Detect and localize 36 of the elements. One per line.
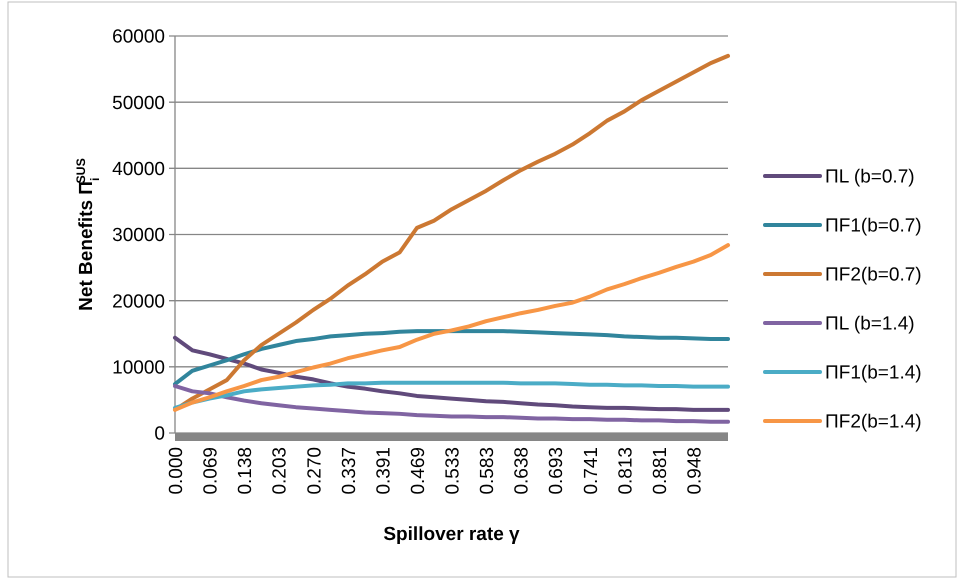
x-tick-label: 0.741 — [580, 447, 602, 495]
x-tick-label: 0.881 — [650, 447, 671, 495]
line-series — [173, 380, 730, 410]
x-tick-label: 0.138 — [235, 447, 256, 495]
x-tick-label: 0.270 — [304, 447, 326, 495]
x-tick-label: 0.813 — [615, 447, 636, 495]
y-tick-label: 20000 — [112, 291, 165, 312]
x-tick-label: 0.069 — [200, 447, 222, 495]
line-series — [173, 336, 730, 412]
legend-label: ΠF1(b=0.7) — [825, 216, 922, 237]
y-tick-label: 0 — [154, 424, 165, 445]
line-series — [173, 384, 730, 424]
y-tick-label: 50000 — [112, 92, 165, 114]
legend-label: ΠL (b=1.4) — [825, 314, 915, 335]
x-tick-label: 0.337 — [338, 447, 360, 495]
line-series — [173, 329, 730, 386]
x-tick-label: 0.391 — [373, 447, 394, 495]
x-axis-title: Spillover rate γ — [383, 524, 520, 545]
line-series — [173, 54, 730, 412]
y-tick-label: 60000 — [112, 26, 165, 48]
y-tick-label: 30000 — [112, 225, 165, 246]
x-tick-label: 0.948 — [684, 447, 706, 495]
x-tick-label: 0.638 — [512, 447, 533, 495]
line-series — [173, 243, 730, 412]
legend-label: ΠF1(b=1.4) — [825, 362, 922, 384]
x-tick-label: 0.203 — [270, 447, 291, 495]
legend-label: ΠF2(b=0.7) — [825, 264, 922, 286]
x-tick-label: 0.693 — [546, 447, 568, 495]
y-tick-label: 10000 — [112, 357, 165, 378]
x-tick-label: 0.469 — [408, 447, 429, 495]
x-tick-label: 0.533 — [442, 447, 464, 495]
x-tick-label: 0.583 — [477, 447, 498, 495]
legend-label: ΠF2(b=1.4) — [825, 412, 922, 433]
x-tick-label: 0.000 — [166, 447, 187, 495]
legend-label: ΠL (b=0.7) — [825, 166, 915, 188]
y-tick-label: 40000 — [112, 158, 165, 180]
